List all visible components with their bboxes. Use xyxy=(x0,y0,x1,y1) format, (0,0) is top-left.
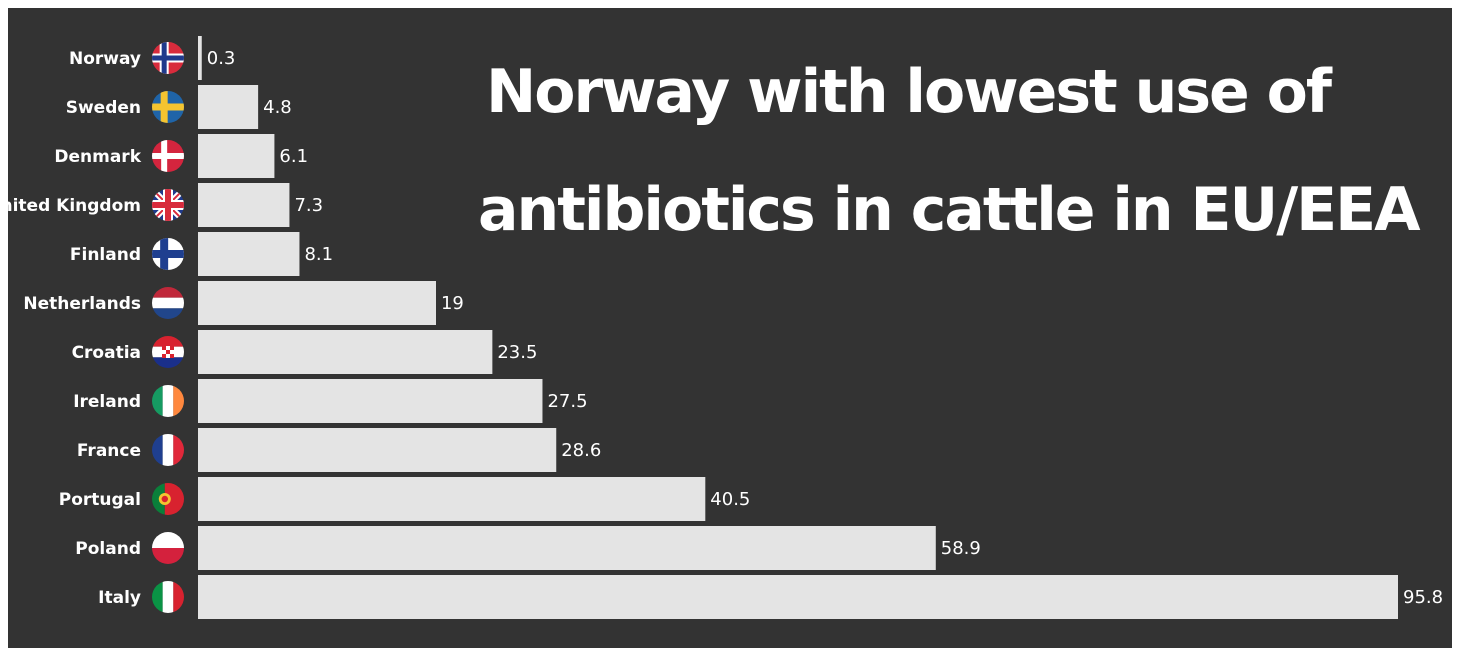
category-label: Denmark xyxy=(54,147,141,167)
flag-sweden-icon xyxy=(152,91,184,123)
bar-chart: Norway 0.3 Sweden 4.8 Denmark 6.1 United Kingd… xyxy=(8,36,1443,619)
chart-panel: Norway 0.3 Sweden 4.8 Denmark 6.1 United Kingd… xyxy=(8,8,1452,648)
bar xyxy=(198,134,275,178)
chart-title-line-2: antibiotics in cattle in EU/EEA xyxy=(478,175,1421,245)
bar xyxy=(198,379,543,423)
flag-poland-icon xyxy=(152,532,184,564)
value-label: 8.1 xyxy=(304,244,333,265)
flag-portugal-icon xyxy=(152,483,184,515)
value-label: 0.3 xyxy=(207,48,236,69)
chart-title-line-1: Norway with lowest use of xyxy=(486,57,1332,127)
value-label: 40.5 xyxy=(710,489,750,510)
flag-norway-icon xyxy=(152,42,184,74)
category-label: Poland xyxy=(75,539,141,559)
value-label: 95.8 xyxy=(1403,587,1443,608)
bar xyxy=(198,232,300,276)
category-label: Netherlands xyxy=(23,294,141,314)
flag-france-icon xyxy=(152,434,184,466)
value-label: 4.8 xyxy=(263,97,292,118)
flag-united-kingdom-icon xyxy=(152,189,184,221)
value-label: 19 xyxy=(441,293,464,314)
category-label: Croatia xyxy=(72,343,141,363)
value-label: 6.1 xyxy=(279,146,308,167)
category-label: United Kingdom xyxy=(8,196,141,216)
flag-netherlands-icon xyxy=(152,287,184,319)
category-label: Portugal xyxy=(59,490,141,510)
flag-denmark-icon xyxy=(152,140,184,172)
bar xyxy=(198,575,1398,619)
category-label: Ireland xyxy=(73,392,141,412)
flag-finland-icon xyxy=(152,238,184,270)
category-label: Italy xyxy=(98,588,141,608)
category-label: France xyxy=(77,441,141,461)
bar xyxy=(198,477,706,521)
flag-italy-icon xyxy=(152,581,184,613)
bar xyxy=(198,36,202,80)
category-label: Norway xyxy=(69,49,141,69)
value-label: 7.3 xyxy=(294,195,323,216)
bar xyxy=(198,526,936,570)
category-label: Finland xyxy=(70,245,141,265)
value-label: 27.5 xyxy=(547,391,587,412)
flag-croatia-icon xyxy=(152,336,184,368)
category-label: Sweden xyxy=(66,98,141,118)
flag-ireland-icon xyxy=(152,385,184,417)
bar xyxy=(198,330,493,374)
bar xyxy=(198,183,290,227)
value-label: 28.6 xyxy=(561,440,601,461)
value-label: 58.9 xyxy=(941,538,981,559)
value-label: 23.5 xyxy=(497,342,537,363)
bar xyxy=(198,428,557,472)
bar xyxy=(198,281,436,325)
bar xyxy=(198,85,259,129)
